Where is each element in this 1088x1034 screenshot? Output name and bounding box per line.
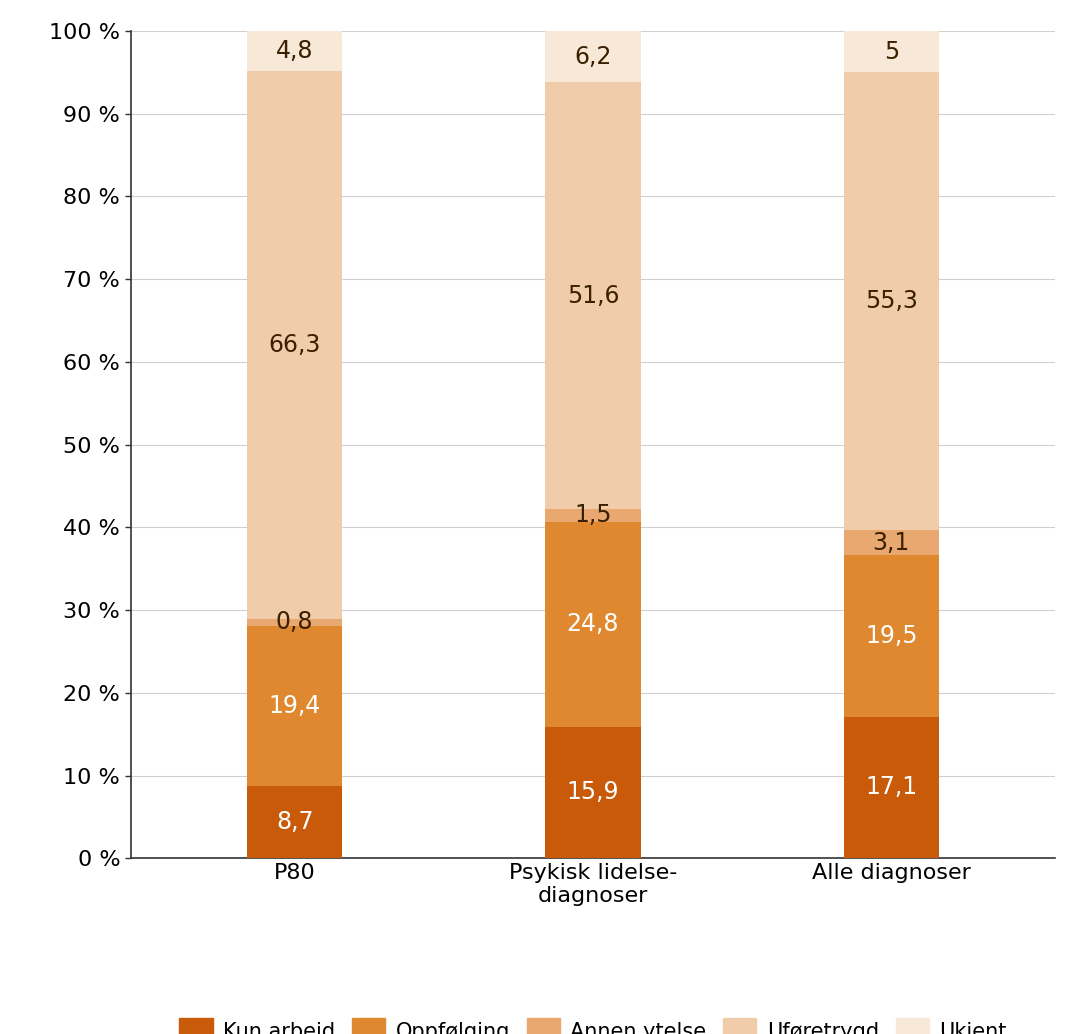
Text: 8,7: 8,7 bbox=[276, 811, 313, 834]
Text: 3,1: 3,1 bbox=[873, 530, 910, 554]
Bar bbox=[843, 529, 939, 555]
Text: 66,3: 66,3 bbox=[269, 333, 321, 357]
Text: 51,6: 51,6 bbox=[567, 283, 619, 308]
Bar bbox=[843, 72, 939, 529]
Bar bbox=[247, 626, 343, 786]
Text: 6,2: 6,2 bbox=[574, 44, 611, 68]
Text: 19,5: 19,5 bbox=[865, 625, 917, 648]
Bar bbox=[545, 509, 641, 521]
Bar bbox=[545, 521, 641, 727]
Text: 17,1: 17,1 bbox=[865, 776, 917, 799]
Bar bbox=[545, 727, 641, 858]
Bar bbox=[247, 31, 343, 70]
Text: 15,9: 15,9 bbox=[567, 781, 619, 804]
Text: 24,8: 24,8 bbox=[567, 612, 619, 636]
Bar bbox=[545, 83, 641, 509]
Bar bbox=[843, 717, 939, 858]
Legend: Kun arbeid, Oppfølging, Annen ytelse, Uføretrygd, Ukjent: Kun arbeid, Oppfølging, Annen ytelse, Uf… bbox=[171, 1009, 1015, 1034]
Bar bbox=[247, 619, 343, 626]
Text: 5: 5 bbox=[883, 39, 899, 64]
Bar bbox=[247, 786, 343, 858]
Text: 0,8: 0,8 bbox=[276, 610, 313, 635]
Bar bbox=[843, 31, 939, 72]
Text: 4,8: 4,8 bbox=[276, 39, 313, 63]
Bar bbox=[843, 555, 939, 717]
Text: 19,4: 19,4 bbox=[269, 694, 321, 718]
Bar bbox=[247, 70, 343, 619]
Text: 1,5: 1,5 bbox=[574, 504, 611, 527]
Text: 55,3: 55,3 bbox=[865, 290, 917, 313]
Bar bbox=[545, 31, 641, 83]
